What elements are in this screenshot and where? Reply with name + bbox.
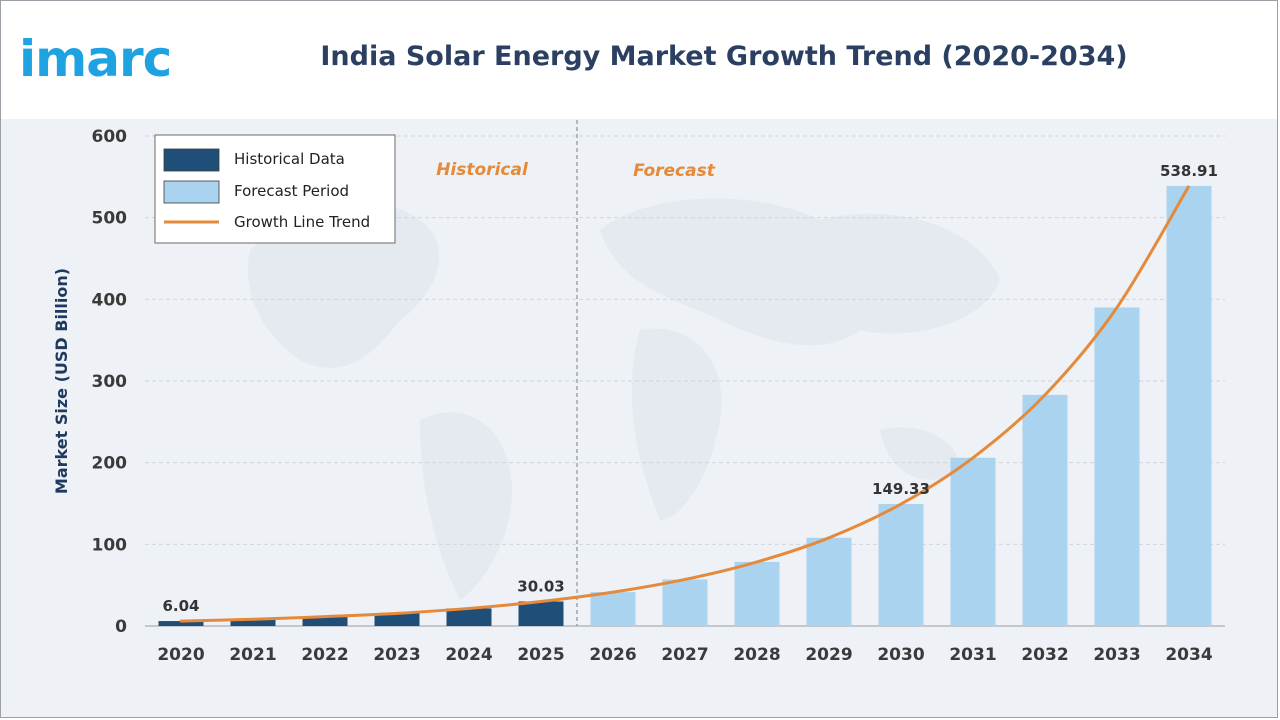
x-tick-label: 2023 [373,645,420,665]
legend-trend-label: Growth Line Trend [234,213,370,231]
y-axis-label: Market Size (USD Billion) [52,268,71,494]
forecast-bar [878,504,924,626]
data-label: 30.03 [517,577,564,595]
legend-historical-label: Historical Data [234,150,345,168]
historical-bar [158,621,204,626]
y-tick-label: 400 [92,290,128,310]
x-tick-label: 2028 [733,645,780,665]
world-map-watermark [248,198,1000,600]
historical-bar [374,613,420,626]
x-tick-label: 2020 [157,645,204,665]
header: imarc India Solar Energy Market Growth T… [1,1,1277,119]
legend: Historical Data Forecast Period Growth Lin… [154,134,396,244]
y-tick-label: 300 [92,372,128,392]
x-tick-label: 2025 [517,645,564,665]
x-tick-label: 2030 [877,645,924,665]
x-tick-label: 2024 [445,645,492,665]
x-tick-label: 2031 [949,645,996,665]
y-tick-label: 0 [115,617,127,637]
x-tick-label: 2032 [1021,645,1068,665]
x-tick-label: 2022 [301,645,348,665]
data-label: 149.33 [872,480,930,498]
forecast-bar [950,457,996,626]
bars [158,185,1212,626]
x-tick-label: 2021 [229,645,276,665]
historical-bar [302,616,348,626]
data-label: 6.04 [162,597,199,615]
x-tick-label: 2029 [805,645,852,665]
legend-forecast-swatch [163,180,220,204]
historical-period-label: Historical [436,160,529,180]
y-tick-label: 600 [92,127,128,147]
labels: Historical Forecast 6.04 30.03 149.33 538.91 [162,160,1217,615]
y-tick-label: 500 [92,209,128,229]
legend-historical-swatch [163,148,220,172]
forecast-bar [734,561,780,626]
historical-bar [230,619,276,626]
forecast-bar [1022,394,1068,626]
forecast-bar [662,579,708,626]
forecast-bar [1094,307,1140,626]
x-tick-label: 2027 [661,645,708,665]
forecast-period-label: Forecast [633,161,716,181]
y-tick-label: 200 [92,454,128,474]
forecast-bar [806,537,852,626]
trend-line [179,185,1191,623]
forecast-bar [1166,185,1212,626]
data-label: 538.91 [1160,162,1218,180]
legend-forecast-label: Forecast Period [234,182,349,200]
chart-title: India Solar Energy Market Growth Trend (… [320,41,1128,72]
growth-trend-line [179,185,1191,623]
x-tick-label: 2034 [1165,645,1212,665]
imarc-logo: imarc [19,30,172,88]
historical-bar [446,608,492,626]
x-tick-label: 2026 [589,645,636,665]
x-tick-label: 2033 [1093,645,1140,665]
historical-bar [518,601,564,626]
forecast-bar [590,592,636,626]
y-tick-label: 100 [92,535,128,555]
